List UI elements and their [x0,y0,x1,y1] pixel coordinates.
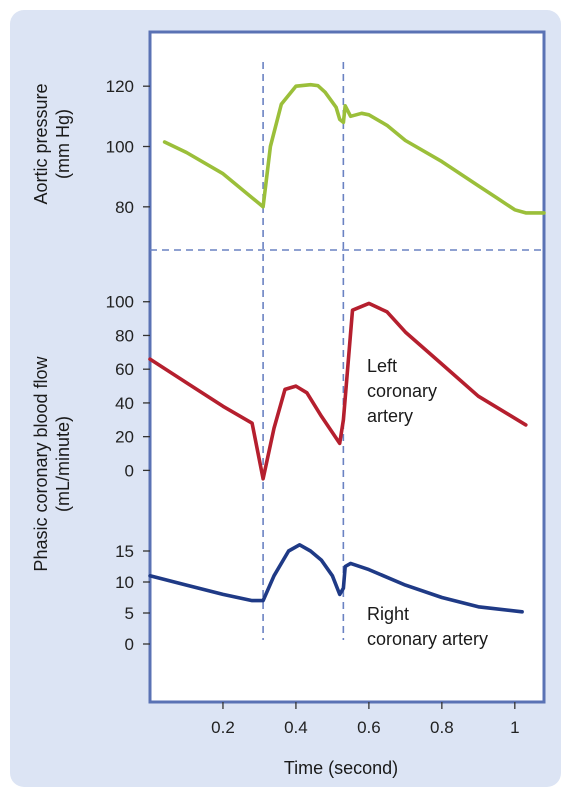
y-tick-label: 0 [125,461,134,480]
series-line-right_coronary [148,543,524,614]
annotation-right-coronary: Right [367,604,409,624]
axes: 80 100 120 0 20 40 60 80 100 0 5 10 15 0.2 0.4 0.6 0.8 1 [106,77,520,737]
y-axis-label-coronary: Phasic coronary blood flow (mL/minute) [31,355,73,571]
x-tick-label: 0.6 [357,718,381,737]
y-tick-label: 20 [115,428,134,447]
y-axis-label-aortic-line: (mm Hg) [53,109,73,179]
y-tick-label: 60 [115,360,134,379]
y-tick-label: 5 [125,604,134,623]
y-tick-label: 100 [106,138,134,157]
y-tick-label: 40 [115,394,134,413]
annotation-left-coronary: coronary [367,381,437,401]
y-tick-label: 80 [115,326,134,345]
annotation-left-coronary: Left [367,356,397,376]
annotation-right-coronary: coronary artery [367,629,488,649]
y-tick-label: 120 [106,77,134,96]
x-tick-label: 1 [510,718,519,737]
dashed-guides [150,62,544,640]
x-axis-label: Time (second) [284,758,398,778]
y-tick-label: 10 [115,573,134,592]
x-tick-label: 0.4 [284,718,308,737]
y-tick-label: 100 [106,293,134,312]
y-axis-label-aortic-line: Aortic pressure [31,83,51,204]
series-line-aortic [162,82,546,215]
y-tick-label: 15 [115,542,134,561]
y-axis-label-aortic: Aortic pressure (mm Hg) [31,83,73,204]
annotation-left-coronary: artery [367,406,413,426]
y-tick-label: 80 [115,198,134,217]
y-axis-label-coronary-line: (mL/minute) [53,416,73,512]
y-tick-label: 0 [125,635,134,654]
series-line-left_coronary [148,301,528,481]
x-tick-label: 0.2 [211,718,235,737]
labels: Aortic pressure (mm Hg) Phasic coronary bl… [31,83,488,649]
x-tick-label: 0.8 [430,718,454,737]
y-axis-label-coronary-line: Phasic coronary blood flow [31,355,51,571]
series-lines [148,82,546,614]
